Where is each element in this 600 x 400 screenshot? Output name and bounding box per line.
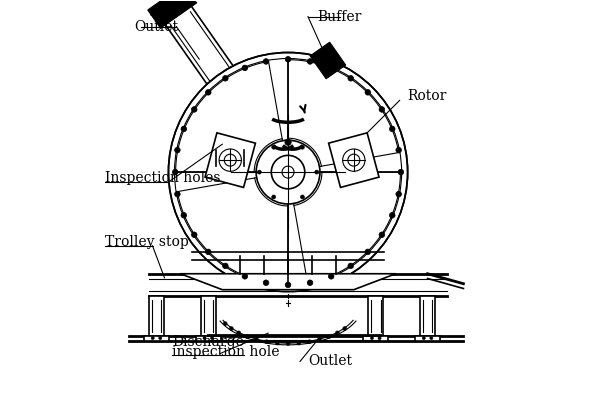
Circle shape: [242, 65, 248, 71]
Text: Outlet: Outlet: [134, 20, 179, 34]
Polygon shape: [181, 274, 395, 290]
Circle shape: [307, 340, 311, 344]
Circle shape: [317, 338, 322, 342]
Circle shape: [169, 52, 407, 292]
Circle shape: [327, 335, 331, 338]
Circle shape: [181, 212, 187, 218]
Circle shape: [223, 322, 227, 326]
Circle shape: [307, 59, 313, 64]
Circle shape: [370, 336, 374, 340]
Circle shape: [348, 76, 353, 81]
Polygon shape: [329, 133, 379, 188]
Bar: [420, 296, 435, 336]
Text: Buffer: Buffer: [317, 10, 362, 24]
Circle shape: [203, 336, 206, 340]
Bar: [149, 296, 164, 336]
Bar: [149, 274, 448, 296]
Circle shape: [328, 274, 334, 279]
Circle shape: [191, 107, 197, 112]
Circle shape: [343, 149, 365, 171]
Circle shape: [151, 336, 154, 340]
Circle shape: [275, 341, 279, 345]
Circle shape: [348, 154, 360, 166]
Circle shape: [271, 155, 305, 189]
Circle shape: [181, 126, 187, 132]
Circle shape: [175, 147, 180, 153]
Circle shape: [265, 340, 269, 344]
Bar: [368, 296, 383, 336]
Bar: [201, 296, 216, 336]
Text: Rotor: Rotor: [407, 89, 447, 103]
Circle shape: [224, 154, 236, 166]
Circle shape: [365, 249, 371, 255]
Circle shape: [335, 331, 340, 335]
Circle shape: [343, 326, 347, 330]
Polygon shape: [148, 0, 196, 28]
Circle shape: [301, 195, 304, 199]
Circle shape: [254, 338, 259, 342]
Circle shape: [282, 166, 294, 178]
Circle shape: [205, 90, 211, 95]
Circle shape: [389, 212, 395, 218]
Bar: [364, 336, 388, 341]
Circle shape: [398, 169, 404, 175]
Circle shape: [242, 274, 248, 279]
Text: Trolley stop: Trolley stop: [104, 235, 188, 249]
Polygon shape: [176, 61, 284, 172]
Polygon shape: [310, 42, 346, 79]
Circle shape: [396, 191, 401, 197]
Circle shape: [307, 280, 313, 286]
Polygon shape: [178, 176, 288, 284]
Circle shape: [158, 336, 162, 340]
Circle shape: [348, 263, 353, 269]
Polygon shape: [288, 60, 399, 168]
Circle shape: [211, 336, 214, 340]
Circle shape: [175, 191, 180, 197]
Circle shape: [256, 140, 320, 204]
Circle shape: [285, 56, 291, 62]
Circle shape: [205, 249, 211, 255]
Circle shape: [315, 170, 319, 174]
Circle shape: [365, 90, 371, 95]
Circle shape: [245, 335, 249, 338]
Circle shape: [257, 170, 262, 174]
Text: inspection hole: inspection hole: [172, 345, 280, 359]
Circle shape: [285, 139, 291, 145]
Circle shape: [237, 331, 241, 335]
Bar: [415, 336, 440, 341]
Circle shape: [328, 65, 334, 71]
Polygon shape: [205, 133, 256, 188]
Circle shape: [430, 336, 433, 340]
Polygon shape: [293, 172, 400, 283]
Circle shape: [272, 195, 275, 199]
Circle shape: [191, 232, 197, 238]
Circle shape: [297, 341, 301, 345]
Circle shape: [223, 263, 228, 269]
Circle shape: [301, 145, 304, 149]
Circle shape: [229, 326, 233, 330]
Circle shape: [223, 76, 228, 81]
Circle shape: [272, 145, 275, 149]
Circle shape: [286, 342, 290, 346]
Bar: [196, 336, 221, 341]
Circle shape: [379, 232, 385, 238]
Circle shape: [379, 107, 385, 112]
Text: Inspection holes: Inspection holes: [104, 171, 220, 185]
Circle shape: [396, 147, 401, 153]
Circle shape: [285, 282, 291, 288]
Circle shape: [389, 126, 395, 132]
Text: Outlet: Outlet: [308, 354, 352, 368]
Circle shape: [378, 336, 381, 340]
Circle shape: [263, 280, 269, 286]
Circle shape: [219, 149, 241, 171]
Text: Discharge: Discharge: [172, 334, 244, 348]
Circle shape: [172, 169, 178, 175]
Bar: [144, 336, 169, 341]
Circle shape: [263, 59, 269, 64]
Circle shape: [422, 336, 425, 340]
